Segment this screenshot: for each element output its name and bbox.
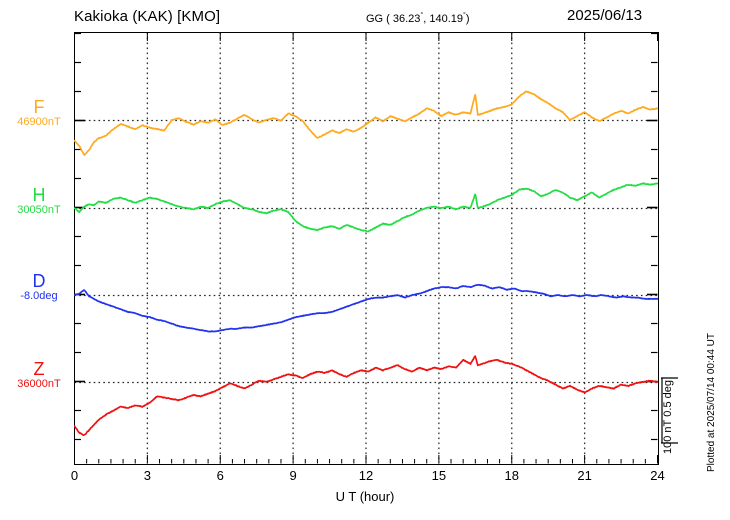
scale-bar-nt: 100 nT	[662, 419, 674, 455]
degree-symbol-lon: °	[463, 12, 466, 19]
geo-mid: , 140.19	[423, 13, 463, 25]
x-tick-label-9: 9	[289, 468, 297, 483]
x-tick-label-21: 21	[577, 468, 592, 483]
trace-D	[74, 283, 658, 333]
component-label-d: D -8.0deg	[8, 272, 70, 302]
vertical-gridlines	[146, 32, 586, 464]
observation-date: 2025/06/13	[567, 7, 643, 24]
geo-prefix: GG ( 36.23	[366, 13, 421, 25]
component-value-d: -8.0deg	[20, 289, 58, 302]
x-tick-label-15: 15	[431, 468, 447, 483]
x-tick-label-0: 0	[70, 468, 79, 483]
station-title: Kakioka (KAK) [KMO]	[74, 8, 221, 25]
scale-bar	[661, 377, 678, 444]
trace-Z	[74, 355, 658, 437]
degree-symbol-lat: °	[420, 12, 424, 19]
component-letter-z: Z	[33, 359, 45, 379]
component-letter-d: D	[32, 271, 46, 291]
x-tick-label-12: 12	[358, 468, 374, 483]
component-value-h: 30050nT	[17, 203, 61, 216]
axis-ticks	[74, 32, 658, 464]
trace-group	[74, 90, 658, 437]
component-value-f: 46900nT	[17, 115, 61, 128]
x-tick-label-6: 6	[216, 468, 224, 483]
trace-H	[74, 182, 658, 233]
x-axis-title: U T (hour)	[335, 489, 395, 504]
x-tick-label-24: 24	[650, 468, 665, 483]
scale-bar-label: 100 nT 0.5 deg	[662, 380, 675, 455]
component-label-f: F 46900nT	[8, 98, 70, 128]
component-label-z: Z 36000nT	[8, 360, 70, 390]
geographic-coordinates: GG ( 36.23°, 140.19°)	[366, 12, 469, 25]
scale-bar-deg: 0.5 deg	[662, 380, 674, 417]
magnetogram-plot	[74, 32, 658, 464]
component-value-z: 36000nT	[17, 377, 61, 390]
trace-F	[74, 90, 658, 156]
x-tick-label-18: 18	[504, 468, 519, 483]
component-letter-h: H	[32, 185, 46, 205]
component-label-h: H 30050nT	[8, 186, 70, 216]
plotted-at-timestamp: Plotted at 2025/07/14 00:44 UT	[706, 333, 717, 472]
geo-suffix: )	[465, 13, 470, 25]
component-letter-f: F	[33, 97, 45, 117]
x-tick-label-3: 3	[143, 468, 151, 483]
